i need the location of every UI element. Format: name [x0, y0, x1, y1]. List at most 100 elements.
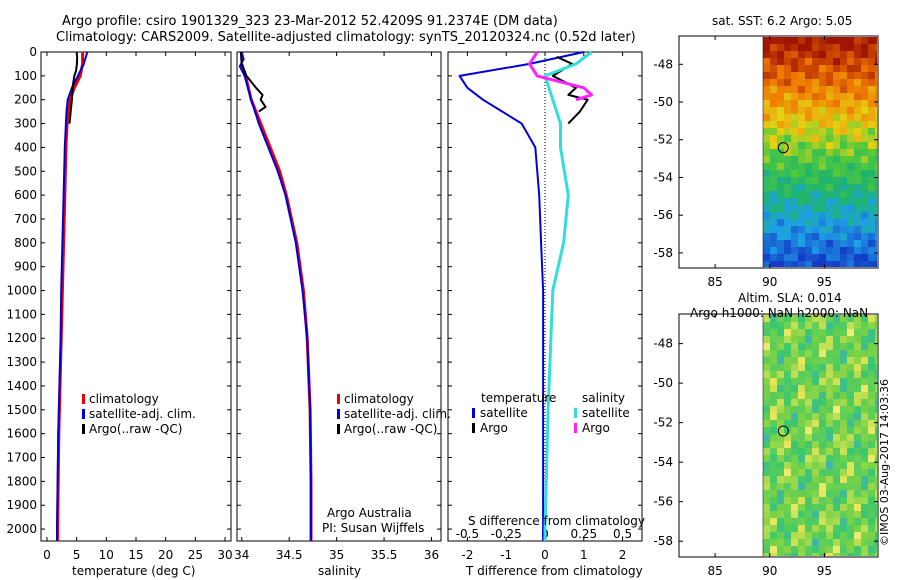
argo-australia-note: Argo Australia	[327, 506, 412, 520]
depth-tick-label: 2000	[6, 522, 37, 536]
s-tick-label: -0.5	[456, 527, 479, 541]
x-tick-label: 20	[158, 548, 173, 562]
legend-label: satellite-adj. clim.	[89, 407, 196, 421]
depth-tick-label: 1700	[6, 451, 37, 465]
map-y-tick-label: -58	[653, 246, 673, 260]
map-y-tick-label: -52	[653, 416, 673, 430]
legend-label: climatology	[344, 392, 414, 406]
credit-stamp: ©IMOS 03-Aug-2017 14:03:36	[878, 379, 891, 546]
legend-swatch	[82, 424, 85, 434]
depth-tick-label: 0	[29, 45, 37, 59]
depth-tick-label: 500	[14, 164, 37, 178]
legend-label: Argo	[480, 421, 508, 435]
map-y-tick-label: -50	[653, 95, 673, 109]
legend-label: Argo(..raw -QC)	[89, 422, 182, 436]
depth-tick-label: 1400	[6, 379, 37, 393]
x-tick-label: 30	[217, 548, 232, 562]
float-location-marker	[777, 425, 789, 437]
x-tick-label: 25	[188, 548, 203, 562]
temperature-frame	[40, 51, 232, 542]
depth-tick-label: 1500	[6, 403, 37, 417]
depth-tick-label: 1900	[6, 498, 37, 512]
s-tick-label: -0.25	[491, 527, 522, 541]
map-x-tick-label: 85	[707, 564, 722, 578]
x-tick-label: 10	[99, 548, 114, 562]
map-y-tick-label: -48	[653, 57, 673, 71]
temperature-satellite-line	[56, 51, 89, 541]
map-x-tick-label: 95	[817, 275, 832, 289]
depth-tick-label: 300	[14, 117, 37, 131]
salinity-xlabel: salinity	[318, 564, 362, 578]
salinity-argo-line	[239, 51, 267, 113]
legend-label: Argo(..raw -QC)	[344, 422, 437, 436]
legend-swatch	[82, 394, 85, 404]
depth-tick-label: 1200	[6, 331, 37, 345]
sla-map-title-2: Argo h1000: NaN h2000: NaN	[690, 306, 869, 320]
depth-tick-label: 100	[14, 69, 37, 83]
legend-label: climatology	[89, 392, 159, 406]
sst-map-image	[763, 37, 877, 267]
x-tick-label: 0	[43, 548, 51, 562]
legend-swatch	[337, 394, 340, 404]
map-y-tick-label: -48	[653, 337, 673, 351]
salinity-satellite-line	[238, 51, 312, 541]
x-tick-label: 34	[234, 548, 249, 562]
plot-title-line2: Climatology: CARS2009. Satellite-adjuste…	[56, 30, 636, 45]
depth-tick-label: 1100	[6, 307, 37, 321]
map-y-tick-label: -54	[653, 455, 673, 469]
map-x-tick-label: 85	[707, 275, 722, 289]
diff-legend-temperature-head: temperature	[481, 391, 557, 405]
x-tick-label: -2	[461, 548, 473, 562]
s-tick-label: 0.25	[570, 527, 597, 541]
float-location-marker	[777, 142, 789, 154]
temperature-xlabel: temperature (deg C)	[72, 564, 196, 578]
map-y-tick-label: -50	[653, 376, 673, 390]
s-tick-label: 0.5	[613, 527, 632, 541]
depth-tick-label: 1800	[6, 474, 37, 488]
sst-map-title: sat. SST: 6.2 Argo: 5.05	[712, 14, 853, 28]
plot-title-line1: Argo profile: csiro 1901329_323 23-Mar-2…	[62, 14, 558, 29]
depth-tick-label: 800	[14, 236, 37, 250]
map-y-tick-label: -52	[653, 133, 673, 147]
map-x-tick-label: 90	[762, 275, 777, 289]
depth-tick-label: 400	[14, 140, 37, 154]
difference-top-label: S difference from climatology	[468, 514, 645, 528]
difference-frame	[447, 51, 643, 542]
legend-swatch	[337, 409, 340, 419]
depth-tick-label: 1600	[6, 427, 37, 441]
x-tick-label: 5	[73, 548, 81, 562]
diff-salinity-argo-line	[528, 51, 594, 102]
x-tick-label: 35.5	[371, 548, 398, 562]
legend-label: satellite-adj. clim.	[344, 407, 451, 421]
sla-map-image	[763, 315, 877, 556]
legend-swatch	[82, 409, 85, 419]
diff-salinity-satellite-line	[543, 50, 593, 541]
x-tick-label: 15	[128, 548, 143, 562]
map-y-tick-label: -56	[653, 495, 673, 509]
depth-tick-label: 1000	[6, 284, 37, 298]
depth-tick-label: 900	[14, 260, 37, 274]
sla-map-title-1: Altim. SLA: 0.014	[738, 291, 842, 305]
diff-temperature-satellite-line	[458, 51, 585, 541]
legend-swatch	[574, 408, 577, 418]
x-tick-label: -1	[500, 548, 512, 562]
legend-swatch	[574, 423, 577, 433]
salinity-climatology-line	[240, 63, 313, 541]
salinity-frame	[236, 51, 442, 542]
x-tick-label: 0	[541, 548, 549, 562]
map-y-tick-label: -58	[653, 534, 673, 548]
diff-legend-salinity-head: salinity	[582, 391, 626, 405]
x-tick-label: 35	[329, 548, 344, 562]
legend-swatch	[337, 424, 340, 434]
difference-xlabel: T difference from climatology	[466, 564, 643, 578]
x-tick-label: 2	[619, 548, 627, 562]
legend-label: satellite	[582, 406, 630, 420]
legend-swatch	[472, 408, 475, 418]
map-x-tick-label: 90	[762, 564, 777, 578]
map-y-tick-label: -54	[653, 170, 673, 184]
temperature-argo-line	[68, 51, 79, 124]
x-tick-label: 36	[424, 548, 439, 562]
depth-tick-label: 600	[14, 188, 37, 202]
legend-label: satellite	[480, 406, 528, 420]
